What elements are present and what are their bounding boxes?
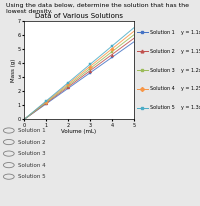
X-axis label: Volume (mL): Volume (mL): [61, 129, 97, 134]
Text: Solution 2: Solution 2: [18, 139, 46, 145]
Text: Solution 1: Solution 1: [18, 128, 46, 133]
Text: y = 1.2x: y = 1.2x: [181, 68, 200, 73]
Text: Solution 3: Solution 3: [150, 68, 175, 73]
Text: Solution 5: Solution 5: [18, 174, 46, 179]
Text: y = 1.15x: y = 1.15x: [181, 49, 200, 54]
Text: Solution 3: Solution 3: [18, 151, 46, 156]
Y-axis label: Mass (g): Mass (g): [11, 58, 16, 82]
Text: y = 1.3x: y = 1.3x: [181, 105, 200, 110]
Text: Solution 1: Solution 1: [150, 30, 175, 35]
Text: Solution 4: Solution 4: [18, 163, 46, 168]
Text: y = 1.1x: y = 1.1x: [181, 30, 200, 35]
Text: Solution 2: Solution 2: [150, 49, 175, 54]
Text: Solution 5: Solution 5: [150, 105, 175, 110]
Text: y = 1.25x: y = 1.25x: [181, 86, 200, 91]
Text: Solution 4: Solution 4: [150, 86, 175, 91]
Title: Data of Various Solutions: Data of Various Solutions: [35, 13, 123, 19]
Text: Using the data below, determine the solution that has the lowest density.: Using the data below, determine the solu…: [6, 3, 189, 14]
